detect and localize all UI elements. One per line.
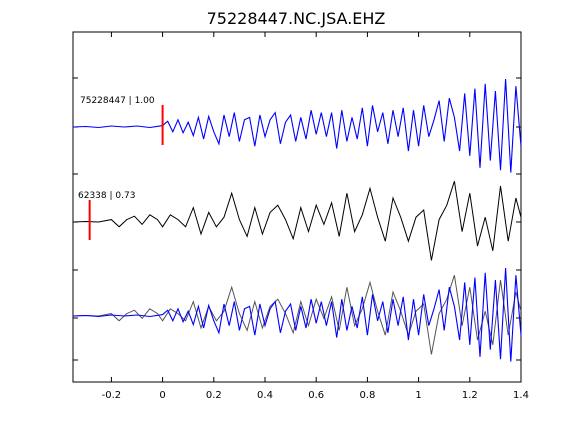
x-tick-label: 0.8 bbox=[359, 390, 375, 401]
x-tick-label: 1 bbox=[415, 390, 421, 401]
chart-title: 75228447.NC.JSA.EHZ bbox=[207, 9, 386, 28]
trace-1-line bbox=[72, 78, 522, 173]
trace-3-gray-line bbox=[72, 275, 522, 355]
x-tick-label: 0.2 bbox=[206, 390, 222, 401]
x-tick-label: -0.2 bbox=[102, 390, 122, 401]
waveform-traces: 75228447 | 1.00 62338 | 0.73 bbox=[72, 78, 522, 362]
x-tick-label: 1.4 bbox=[513, 390, 529, 401]
trace-label: 75228447 | 1.00 bbox=[80, 96, 155, 106]
x-tick-label: 0.6 bbox=[308, 390, 324, 401]
x-tick-label: 0 bbox=[159, 390, 165, 401]
trace-2-line bbox=[72, 181, 522, 261]
left-axis-ticks bbox=[73, 77, 521, 361]
plot-frame bbox=[72, 31, 522, 383]
x-tick-label: 1.2 bbox=[462, 390, 478, 401]
trace-label: 62338 | 0.73 bbox=[78, 191, 135, 201]
x-tick-label: 0.4 bbox=[257, 390, 273, 401]
trace-3-blue-line bbox=[72, 267, 522, 362]
x-axis: -0.2 0 0.2 0.4 0.6 0.8 1 1.2 1.4 bbox=[102, 32, 529, 401]
